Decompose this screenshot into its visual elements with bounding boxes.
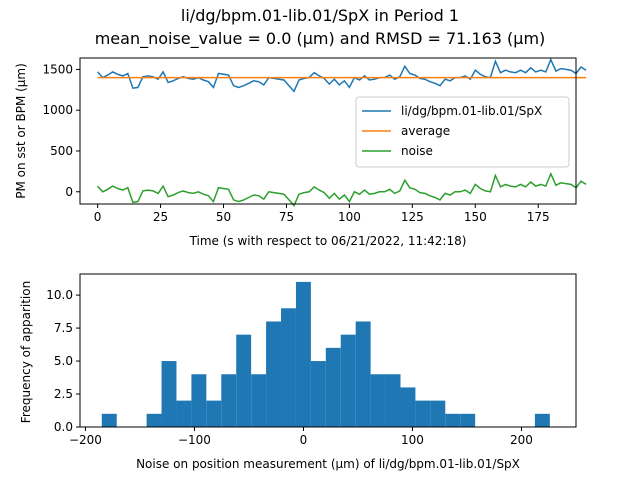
histogram-bar xyxy=(281,308,296,427)
histogram-bar xyxy=(430,400,446,427)
legend-frame xyxy=(355,96,570,168)
series-line-bpm xyxy=(97,57,587,93)
figure-title-line2: mean_noise_value = 0.0 (μm) and RMSD = 7… xyxy=(95,29,546,49)
time-series-chart: 0 25 50 75 100 125 150 175 0 500 1000 1500 Time (s … xyxy=(14,57,587,248)
histogram-bar xyxy=(206,400,222,427)
y-tick-label: 2.5 xyxy=(54,387,73,401)
histogram-bar xyxy=(146,413,162,427)
histogram-bar xyxy=(191,374,207,427)
y-tick-label: 0.0 xyxy=(54,420,73,434)
histogram-bar xyxy=(460,413,476,427)
histogram-bar xyxy=(385,374,401,427)
histogram-y-axis-label: Frequency of apparition xyxy=(19,281,33,423)
histogram-plot-frame xyxy=(79,273,577,428)
x-tick-label: −100 xyxy=(178,433,211,447)
time-series-x-axis-label: Time (s with respect to 06/21/2022, 11:4… xyxy=(189,234,467,248)
histogram-bar xyxy=(534,413,550,427)
time-series-plot-frame xyxy=(79,57,577,205)
legend-label-noise: noise xyxy=(401,144,433,158)
x-tick-label: −200 xyxy=(69,433,102,447)
histogram-bar xyxy=(176,400,192,427)
y-tick-label: 5.0 xyxy=(54,354,73,368)
x-tick-label: 175 xyxy=(527,210,550,224)
x-tick-label: 25 xyxy=(153,210,168,224)
x-tick-label: 0 xyxy=(94,210,102,224)
histogram-bar xyxy=(370,374,386,427)
x-tick-label: 200 xyxy=(510,433,533,447)
x-tick-label: 150 xyxy=(464,210,487,224)
histogram-bar xyxy=(266,321,282,427)
x-tick-label: 0 xyxy=(300,433,308,447)
histogram-bar xyxy=(340,334,356,427)
x-tick-label: 125 xyxy=(401,210,424,224)
noise-histogram-chart: −200 −100 0 100 200 0.0 2.5 5.0 7.5 10.0 Noise on… xyxy=(19,273,577,471)
histogram-bar xyxy=(236,334,252,427)
x-tick-label: 50 xyxy=(216,210,231,224)
y-tick-label: 1000 xyxy=(42,103,73,117)
figure-title-line1: li/dg/bpm.01-lib.01/SpX in Period 1 xyxy=(181,6,459,25)
histogram-x-axis-label: Noise on position measurement (μm) of li… xyxy=(136,457,520,471)
histogram-bar xyxy=(355,321,371,427)
histogram-bar xyxy=(295,281,311,427)
y-tick-label: 10.0 xyxy=(46,288,73,302)
histogram-bar xyxy=(445,413,461,427)
legend-label-bpm: li/dg/bpm.01-lib.01/SpX xyxy=(401,104,542,118)
histogram-bar xyxy=(415,400,431,427)
x-tick-label: 100 xyxy=(401,433,424,447)
series-line-noise xyxy=(97,171,587,207)
y-tick-label: 0 xyxy=(65,185,73,199)
y-tick-label: 7.5 xyxy=(54,321,73,335)
histogram-bar xyxy=(310,361,326,427)
legend: li/dg/bpm.01-lib.01/SpX average noise xyxy=(355,96,570,168)
histogram-bar xyxy=(161,361,177,427)
histogram-bar xyxy=(325,347,341,427)
y-tick-label: 1500 xyxy=(42,62,73,76)
legend-label-average: average xyxy=(401,124,450,138)
histogram-bar xyxy=(251,374,267,427)
histogram-bar xyxy=(400,387,416,427)
time-series-y-axis-label: PM on sst or BPM (μm) xyxy=(14,63,28,199)
x-tick-label: 100 xyxy=(338,210,361,224)
histogram-bar xyxy=(101,413,117,427)
y-tick-label: 500 xyxy=(50,144,73,158)
histogram-bar xyxy=(221,374,237,427)
x-tick-label: 75 xyxy=(279,210,294,224)
